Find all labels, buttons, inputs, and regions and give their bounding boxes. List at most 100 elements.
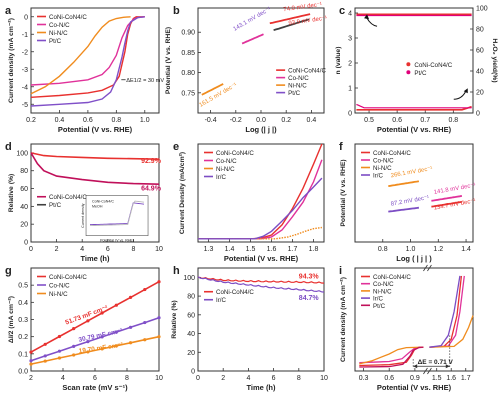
series-line xyxy=(30,16,145,98)
y-tick-label: 0.5 xyxy=(18,283,28,290)
x-axis-title: Time (h) xyxy=(246,383,276,392)
y-axis-title: Current density (mA cm⁻²) xyxy=(340,277,347,362)
data-point xyxy=(157,280,161,284)
data-point xyxy=(57,349,62,353)
y-axis-title: Potential (V vs. RHE) xyxy=(165,27,172,94)
legend-entry: Ni-N/C xyxy=(373,165,392,172)
x-tick-label: 0.8 xyxy=(111,117,121,124)
legend-entry: Pt/C xyxy=(49,202,62,209)
panel-letter: d xyxy=(5,141,12,153)
panel-letter: i xyxy=(339,265,342,277)
data-point xyxy=(57,334,62,339)
x-tick-label: 1.4 xyxy=(461,246,471,253)
x-axis-title: Log (| j |) xyxy=(245,125,277,134)
orr-curve xyxy=(359,346,424,368)
x-tick-label: 2 xyxy=(29,375,33,382)
x-tick-label: 4 xyxy=(80,246,84,253)
axis-break xyxy=(427,367,432,375)
x-tick-label: 8 xyxy=(125,375,129,382)
data-point xyxy=(100,347,104,351)
x-tick-label: 0.3 xyxy=(359,375,369,382)
fit-line xyxy=(30,281,160,353)
axis-break xyxy=(423,367,428,375)
legend-entry: Ir/C xyxy=(373,296,383,303)
series-line xyxy=(30,152,160,185)
x-tick-label: 6 xyxy=(93,375,97,382)
x-axis-title: Potential (V vs. RHE) xyxy=(377,383,452,392)
legend-entry: Co-N/C xyxy=(373,281,394,288)
legend-entry: Pt/C xyxy=(414,70,427,77)
y-tick-label: 0 xyxy=(348,111,352,118)
legend-entry: Ir/C xyxy=(373,173,383,180)
data-point xyxy=(100,311,104,315)
panel-i: 0.3 0.6 0.9 1.5 1.6 1.7 Potential (V vs. RHE) C… xyxy=(340,264,474,392)
data-point xyxy=(57,356,62,360)
oer-curve xyxy=(429,275,463,348)
inset: Potential (V vs. RHE) Current density CoNi… xyxy=(81,195,149,243)
data-point xyxy=(114,330,118,334)
legend-entry: Co-N/C xyxy=(49,283,70,290)
y-tick-label: 0.85 xyxy=(181,50,195,57)
legend-entry: CoNi-CoN4/C xyxy=(49,14,87,21)
y-tick-label: 0.80 xyxy=(181,70,195,77)
x-tick-label: 1.0 xyxy=(406,246,416,253)
y-tick-label: 80 xyxy=(187,294,195,301)
y-tick-label: 3 xyxy=(348,36,352,43)
arrow-head xyxy=(445,364,450,369)
x-axis-title: Potential (V vs. RHE) xyxy=(377,125,452,134)
x-axis-title: Time (h) xyxy=(80,254,110,263)
data-point xyxy=(43,342,47,346)
x-tick-label: 1.7 xyxy=(288,246,298,253)
data-point xyxy=(86,340,90,344)
data-point xyxy=(86,350,90,354)
data-point xyxy=(143,287,147,292)
x-tick-label: 0.6 xyxy=(384,375,394,382)
data-point xyxy=(43,359,47,363)
legend-entry: CoNi-CoN4/C xyxy=(414,62,452,69)
legend-entry: Ni-N/C xyxy=(49,30,68,37)
y-tick-label: 0 xyxy=(24,240,28,247)
arrow-head xyxy=(413,364,418,369)
annotation: 84.7% xyxy=(299,295,320,302)
annotation: 143.1 mV dec⁻¹ xyxy=(233,6,273,32)
panel-letter: h xyxy=(173,265,180,277)
y-tick-label: 60 xyxy=(20,186,28,193)
y-tick-label: -4 xyxy=(22,84,28,91)
data-point xyxy=(128,295,133,299)
fit-line xyxy=(273,18,310,32)
panel-letter: e xyxy=(173,141,179,153)
plot-frame xyxy=(354,7,474,114)
series-line xyxy=(198,177,323,240)
fit-line xyxy=(431,195,463,202)
y-right-tick-label: 60 xyxy=(476,48,484,55)
plot-frame xyxy=(354,143,474,243)
arrow-head xyxy=(364,14,370,20)
annotation: 19.70 mF cm⁻² xyxy=(78,342,124,355)
series-line xyxy=(197,276,325,293)
y-tick-label: 4 xyxy=(348,11,352,18)
y-axis-title: Relative (%) xyxy=(171,300,178,339)
annotation: ΔE1/2 = 30 mV xyxy=(126,78,164,84)
oer-curve xyxy=(429,315,474,348)
inset-line xyxy=(90,202,145,226)
y-axis-title: Current Density (mA/cm²) xyxy=(179,152,186,234)
panel-a: 0.2 0.4 0.6 0.8 1.0 0 -1 -2 -3 -4 -5 Potential (V v… xyxy=(8,7,164,134)
oer-curve xyxy=(429,275,461,348)
panel-letter: c xyxy=(339,5,345,17)
arrow-left xyxy=(366,17,378,27)
legend-entry: Pt/C xyxy=(288,90,301,97)
x-tick-label: 2 xyxy=(55,246,59,253)
y-axis-title: n (value) xyxy=(335,47,342,75)
legend-entry: Co-N/C xyxy=(288,75,309,82)
annotation: 74.0 mV dec⁻¹ xyxy=(283,2,322,13)
plot-frame xyxy=(197,143,325,243)
panel-letter: g xyxy=(5,265,12,277)
annotation: ΔE = 0.71 V xyxy=(418,359,454,366)
x-tick-label: 0.6 xyxy=(83,117,93,124)
y-right-tick-label: 40 xyxy=(476,69,484,76)
data-point xyxy=(128,341,133,345)
annotation: 51.73 mF cm⁻² xyxy=(64,304,109,326)
data-point xyxy=(72,353,76,357)
